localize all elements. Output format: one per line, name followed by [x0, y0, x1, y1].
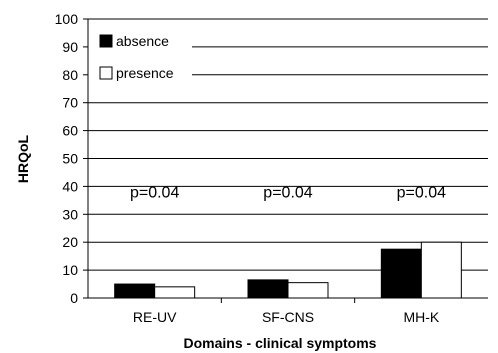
p-value-annotation: p=0.04: [397, 185, 446, 202]
p-value-annotation: p=0.04: [130, 185, 179, 202]
bar-presence-RE-UV: [154, 286, 196, 299]
category-labels: RE-UV SF-CNS MH-K: [133, 309, 440, 325]
x-axis-title: Domains - clinical symptoms: [184, 335, 377, 351]
y-tick-label: 100: [55, 11, 79, 27]
y-tick-label: 90: [62, 39, 78, 55]
y-tick-label: 60: [62, 123, 78, 139]
y-tick-label: 70: [62, 95, 78, 111]
bar-absence-RE-UV: [114, 283, 156, 299]
bars: [114, 241, 462, 299]
gridlines: [83, 18, 488, 299]
y-tick-label: 10: [62, 262, 78, 278]
bar-absence-SF-CNS: [247, 279, 289, 299]
category-label: SF-CNS: [262, 309, 314, 325]
y-tick-labels: 0 10 20 30 40 50 60 70 80 90 100: [55, 11, 79, 306]
y-tick-label: 0: [70, 290, 78, 306]
legend-swatch-absence: [99, 34, 113, 48]
legend-label-absence: absence: [116, 33, 169, 49]
category-label: MH-K: [403, 309, 439, 325]
annotations: p=0.04 p=0.04 p=0.04: [130, 185, 446, 202]
axes: [87, 19, 488, 303]
legend-swatch-presence: [99, 66, 113, 80]
y-tick-label: 40: [62, 178, 78, 194]
bar-presence-MH-K: [420, 241, 462, 299]
p-value-annotation: p=0.04: [263, 185, 312, 202]
legend: absence presence: [99, 33, 174, 81]
category-label: RE-UV: [133, 309, 177, 325]
y-tick-label: 80: [62, 67, 78, 83]
y-axis-title: HRQoL: [15, 134, 31, 183]
y-tick-label: 50: [62, 151, 78, 167]
y-tick-label: 20: [62, 234, 78, 250]
legend-label-presence: presence: [116, 65, 174, 81]
y-tick-label: 30: [62, 206, 78, 222]
bar-presence-SF-CNS: [287, 282, 329, 299]
bar-absence-MH-K: [380, 248, 422, 299]
